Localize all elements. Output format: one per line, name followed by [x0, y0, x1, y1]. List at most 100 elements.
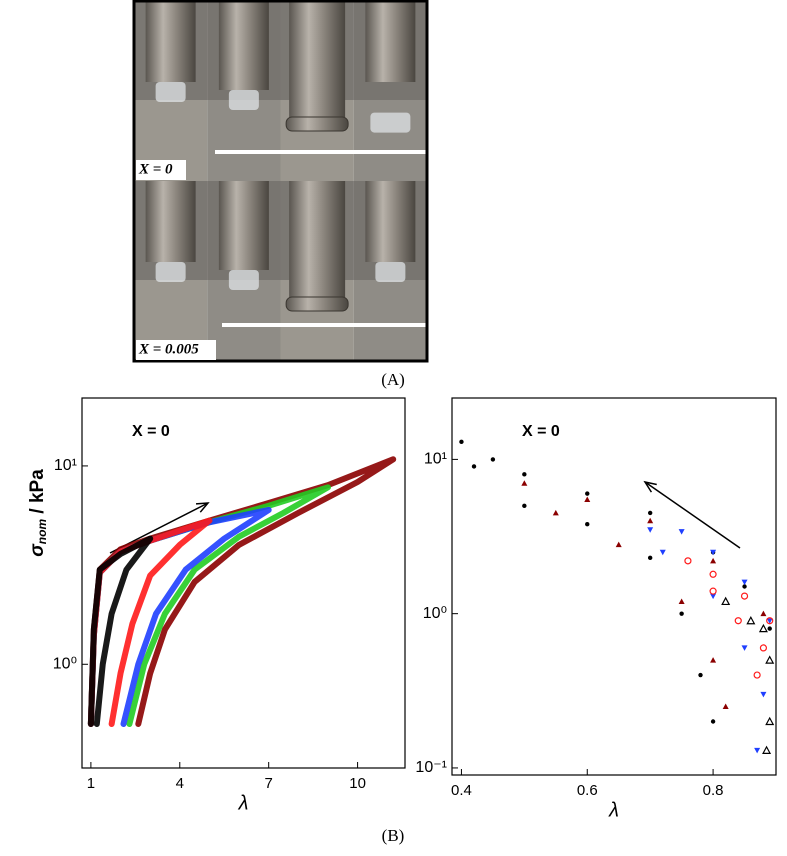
point	[471, 464, 477, 469]
point	[659, 549, 666, 556]
x-tick-label: 7	[265, 775, 273, 792]
point	[765, 716, 775, 726]
point	[760, 610, 767, 617]
point	[762, 745, 772, 754]
arrow-head	[497, 318, 510, 332]
point	[522, 503, 527, 509]
point	[552, 509, 559, 516]
arrow-head	[643, 480, 657, 493]
point	[766, 617, 774, 625]
point	[760, 691, 767, 698]
point	[710, 557, 717, 564]
plate-rim	[285, 296, 349, 312]
sample	[228, 90, 259, 110]
y-tick-label: 10⁰	[423, 605, 447, 622]
point	[647, 510, 653, 516]
point	[678, 598, 685, 604]
plate	[365, 181, 416, 262]
point	[759, 644, 768, 652]
plate	[218, 1, 269, 90]
plate	[145, 1, 196, 82]
photo-frame	[132, 0, 429, 363]
plate	[289, 1, 346, 127]
label-symbol: σ	[27, 543, 48, 557]
annotation: X = 0	[132, 423, 170, 440]
point	[490, 457, 496, 462]
x-tick-label: 0.4	[451, 782, 472, 799]
y-axis-label: σnom / kPa	[27, 469, 49, 557]
x-tick-label: 10	[349, 775, 366, 792]
point	[679, 611, 684, 616]
plot-frame	[81, 397, 406, 769]
y-tick-label: 10⁻¹	[415, 759, 447, 776]
point	[647, 517, 654, 524]
y-tick-label: 10¹	[54, 457, 77, 474]
point	[647, 527, 654, 533]
row-label: X = 0	[138, 161, 173, 177]
point	[678, 529, 685, 535]
point	[710, 657, 717, 663]
point	[459, 439, 464, 445]
point	[722, 703, 729, 710]
point	[758, 623, 768, 633]
point	[721, 596, 731, 606]
point	[709, 587, 717, 595]
x-tick-label: 4	[176, 775, 184, 792]
point	[709, 570, 717, 578]
label-subscript: nom	[35, 519, 49, 545]
plate-rim	[285, 116, 349, 132]
point	[698, 672, 703, 678]
chart: 1 4 7 10 10⁰ 10¹ λ X = 0 σnom / kPa	[27, 397, 406, 814]
point	[585, 491, 590, 496]
point	[710, 549, 717, 556]
point	[521, 480, 528, 486]
point	[734, 617, 742, 625]
point	[615, 541, 622, 548]
sample	[155, 262, 186, 282]
label-unit: / kPa	[27, 469, 48, 519]
point	[741, 579, 748, 586]
point	[746, 615, 756, 625]
arrow-head	[492, 145, 505, 159]
x-tick-label: 0.8	[703, 782, 724, 799]
sample	[375, 262, 406, 282]
photo-panel	[134, 1, 510, 361]
point	[741, 645, 748, 651]
point	[753, 671, 761, 679]
arrow-head	[195, 502, 210, 513]
point	[684, 557, 692, 565]
point	[647, 555, 653, 561]
y-tick-label: 10⁰	[53, 656, 77, 673]
series-line	[87, 535, 154, 727]
label-box	[136, 160, 186, 180]
point	[522, 472, 527, 477]
plate	[289, 181, 346, 307]
chart: 0.4 0.6 0.8 10⁻¹ 10⁰ 10¹ λ X = 0	[415, 397, 777, 821]
point	[584, 496, 591, 502]
point	[742, 584, 747, 589]
panel-caption: (B)	[382, 826, 405, 845]
plate	[145, 181, 196, 262]
label-box	[136, 340, 216, 360]
annotation: X = 0	[522, 423, 560, 440]
point	[710, 593, 717, 600]
point	[766, 618, 773, 624]
x-axis-label: λ	[608, 799, 619, 821]
row-label: X = 0.005	[138, 341, 199, 357]
x-axis-label: λ	[238, 792, 249, 814]
arrow	[644, 481, 741, 549]
plate	[218, 181, 269, 270]
sample	[370, 112, 411, 133]
sample	[228, 270, 259, 290]
plot-frame	[451, 397, 777, 776]
panel-caption: (A)	[381, 370, 405, 389]
plate	[365, 1, 416, 82]
sample	[155, 82, 186, 102]
x-tick-label: 0.6	[577, 782, 598, 799]
x-tick-label: 1	[87, 775, 95, 792]
y-tick-label: 10¹	[424, 451, 447, 468]
point	[767, 626, 772, 631]
point	[765, 655, 775, 664]
